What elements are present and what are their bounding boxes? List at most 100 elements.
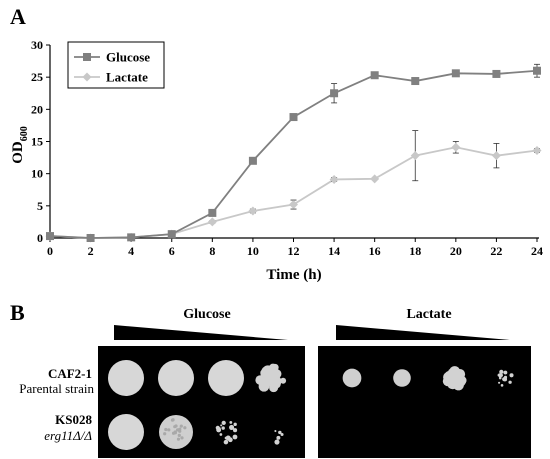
data-point <box>248 156 257 165</box>
colony-dot <box>223 439 229 445</box>
data-point <box>86 234 95 242</box>
data-point <box>533 66 541 75</box>
colony-texture <box>177 433 181 437</box>
colony-dot <box>215 425 220 430</box>
x-tick-label: 18 <box>409 244 421 258</box>
data-point <box>451 69 460 78</box>
data-point <box>492 69 501 78</box>
y-axis-title: OD600 <box>10 126 30 164</box>
y-tick-label: 15 <box>31 135 43 149</box>
data-point <box>370 71 379 80</box>
colony-dot <box>280 433 284 437</box>
colony-texture <box>180 436 184 440</box>
legend-label: Lactate <box>106 70 148 85</box>
colony-texture <box>174 424 178 428</box>
colony-dot <box>220 424 223 427</box>
strain-1-description: Parental strain <box>19 381 94 396</box>
data-point <box>289 113 298 122</box>
colony-dot <box>278 430 282 435</box>
colony-texture <box>173 431 178 435</box>
y-ticks: 0 5 10 15 20 25 30 <box>31 38 50 245</box>
data-point <box>370 174 380 184</box>
legend-swatch-marker <box>83 53 91 61</box>
colony-texture <box>167 428 171 432</box>
colony-dot <box>269 365 275 372</box>
colony-texture <box>163 432 167 436</box>
y-tick-label: 30 <box>31 38 43 52</box>
x-tick-label: 12 <box>288 244 300 258</box>
strain-2-description: erg11Δ/Δ <box>44 428 92 443</box>
legend-item-lactate: Lactate <box>74 70 148 85</box>
y-tick-label: 25 <box>31 70 43 84</box>
data-point <box>167 230 176 239</box>
colony-dot <box>449 374 459 384</box>
colony-dot <box>227 437 233 443</box>
colony-spot <box>108 360 144 396</box>
colony-dot <box>218 429 221 432</box>
y-axis-title-main: OD <box>10 141 26 164</box>
colony-dot <box>229 424 235 430</box>
colony-dot <box>499 373 503 377</box>
colony-dot <box>272 379 281 389</box>
colony-spot <box>342 368 362 388</box>
colony-dot <box>233 422 237 427</box>
data-point <box>451 142 461 152</box>
colony-dot <box>508 380 512 384</box>
x-tick-label: 24 <box>531 244 543 258</box>
colony-dot <box>503 370 508 375</box>
glucose-dilution-wedge <box>114 325 288 340</box>
panel-b-letter: B <box>10 300 25 325</box>
spot-assay: Glucose Lactate CAF2-1 Parental strain K… <box>19 307 531 458</box>
colony-dot <box>274 429 277 433</box>
colony-dot <box>456 376 467 386</box>
series-glucose <box>46 63 541 242</box>
colony-dot <box>274 439 280 445</box>
colony-texture <box>179 424 183 428</box>
data-point <box>208 208 217 217</box>
x-tick-label: 2 <box>88 244 94 258</box>
colony-dot <box>261 366 270 375</box>
legend-items: Glucose Lactate <box>74 50 150 85</box>
colony-texture <box>176 437 181 441</box>
y-tick-label: 20 <box>31 102 43 116</box>
x-tick-label: 20 <box>450 244 462 258</box>
y-axis-title-subscript: 600 <box>19 126 30 141</box>
colony-dot <box>499 369 504 374</box>
x-tick-label: 10 <box>247 244 259 258</box>
colony-dot <box>219 433 223 436</box>
x-tick-label: 4 <box>128 244 134 258</box>
colony-dot <box>229 421 233 424</box>
lactate-plate <box>318 346 531 458</box>
x-tick-label: 22 <box>490 244 502 258</box>
colony-texture <box>183 426 187 430</box>
data-point <box>410 151 420 161</box>
colony-dot <box>232 434 238 440</box>
glucose-plate-title: Glucose <box>183 307 230 322</box>
x-tick-label: 16 <box>369 244 381 258</box>
data-point <box>127 233 136 242</box>
data-point <box>329 174 339 184</box>
series-layer <box>45 63 542 243</box>
colony-dot <box>221 426 225 430</box>
colony-dot <box>509 373 514 378</box>
legend-box <box>67 41 165 89</box>
colony-dot <box>498 376 502 380</box>
series-lactate <box>45 130 542 243</box>
data-point <box>532 146 542 156</box>
colony-spot <box>108 414 144 450</box>
data-point <box>46 232 54 241</box>
colony-spot <box>393 369 411 387</box>
colony-dot <box>280 377 287 384</box>
chart-legend: Glucose Lactate <box>67 41 165 89</box>
x-axis-title: Time (h) <box>266 267 321 283</box>
x-tick-label: 0 <box>47 244 53 258</box>
legend-item-glucose: Glucose <box>74 50 150 65</box>
legend-label: Glucose <box>106 50 150 65</box>
lactate-dilution-wedge <box>336 325 510 340</box>
legend-swatch-marker <box>82 72 92 82</box>
colony-texture <box>178 429 182 433</box>
data-point <box>289 200 298 210</box>
panel-a-letter: A <box>10 4 26 29</box>
